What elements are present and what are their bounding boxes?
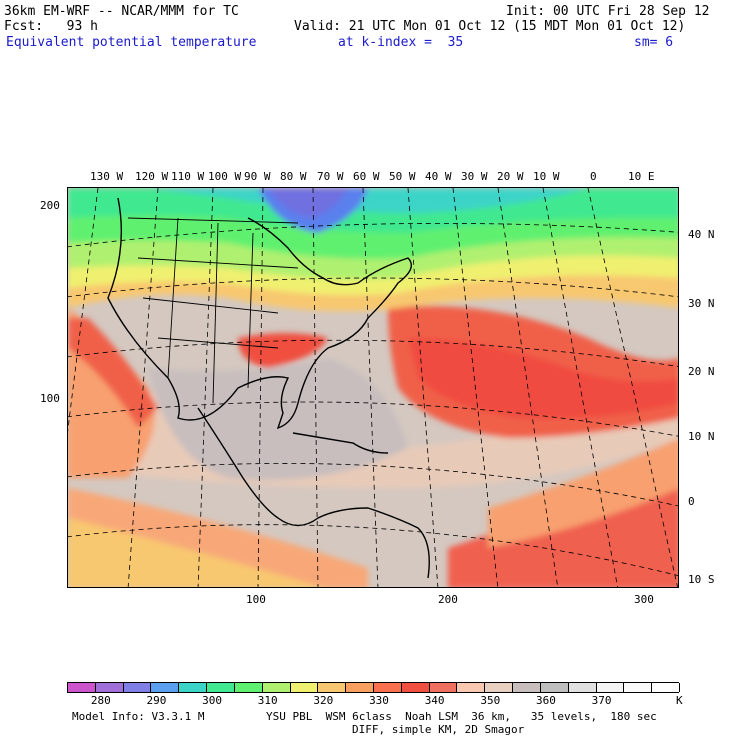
legend-swatch (207, 683, 235, 692)
legend-swatch (95, 683, 124, 692)
longitude-label: 90 W (244, 170, 271, 183)
legend-swatch (318, 683, 347, 692)
latitude-label: 0 (688, 495, 695, 508)
valid-time: Valid: 21 UTC Mon 01 Oct 12 (15 MDT Mon … (294, 19, 686, 34)
legend-label: 320 (313, 694, 334, 707)
longitude-label: 50 W (389, 170, 416, 183)
legend-label: 360 (535, 694, 556, 707)
legend-swatch (123, 683, 152, 692)
longitude-label: 60 W (353, 170, 380, 183)
longitude-label: 80 W (280, 170, 307, 183)
latitude-label: 20 N (688, 365, 715, 378)
smoothing-info: sm= 6 (634, 35, 674, 50)
legend-swatch (262, 683, 291, 692)
level-info: at k-index = 35 (338, 35, 464, 50)
legend-swatch (624, 683, 653, 692)
legend-swatch (374, 683, 402, 692)
longitude-label: 30 W (461, 170, 488, 183)
forecast-hour: Fcst: 93 h (4, 19, 98, 34)
legend-swatch (540, 683, 569, 692)
diffusion-info: DIFF, simple KM, 2D Smagor (352, 723, 525, 736)
legend-label: 370 (591, 694, 612, 707)
legend-swatch (596, 683, 625, 692)
longitude-label: 130 W (90, 170, 124, 183)
physics-info: YSU PBL WSM 6class Noah LSM 36 km, 35 le… (266, 710, 657, 723)
latitude-label: 30 N (688, 297, 715, 310)
grid-label-left-200: 200 (40, 199, 60, 212)
coastlines (107, 197, 430, 579)
longitude-label: 20 W (497, 170, 524, 183)
legend-label: 340 (424, 694, 445, 707)
longitude-label: 70 W (317, 170, 344, 183)
grid-label-bottom-100: 100 (246, 593, 266, 606)
legend-swatch (68, 683, 96, 692)
model-title: 36km EM-WRF -- NCAR/MMM for TC (4, 4, 239, 19)
legend-swatch (513, 683, 541, 692)
legend-swatch (290, 683, 319, 692)
longitude-label: 0 (590, 170, 597, 183)
legend-swatch (429, 683, 458, 692)
grid-label-bottom-200: 200 (438, 593, 458, 606)
longitude-label: 110 W (171, 170, 205, 183)
graticule (68, 188, 678, 587)
legend-label: 330 (369, 694, 389, 707)
legend-label: 280 (90, 694, 111, 707)
legend-swatch (346, 683, 374, 692)
legend-label: 290 (146, 694, 167, 707)
longitude-label: 40 W (425, 170, 452, 183)
legend-swatch (401, 683, 430, 692)
map-panel (67, 187, 679, 588)
legend-swatch (568, 683, 597, 692)
model-info: Model Info: V3.3.1 M (72, 710, 205, 723)
latitude-label: 10 S (688, 573, 715, 586)
legend-unit: K (676, 694, 683, 707)
legend-swatch (234, 683, 263, 692)
legend-swatch (485, 683, 514, 692)
legend-swatch (457, 683, 486, 692)
legend-swatch (652, 683, 680, 692)
field-name: Equivalent potential temperature (6, 35, 257, 50)
longitude-label: 100 W (208, 170, 242, 183)
legend-label: 310 (257, 694, 278, 707)
field-shading (68, 188, 678, 587)
init-time: Init: 00 UTC Fri 28 Sep 12 (506, 4, 710, 19)
longitude-label: 10 W (533, 170, 560, 183)
latitude-label: 10 N (688, 430, 715, 443)
legend-swatch (179, 683, 208, 692)
political-borders (127, 217, 299, 404)
latitude-label: 40 N (688, 228, 715, 241)
legend-colorbar (67, 682, 680, 693)
legend-swatch (151, 683, 180, 692)
grid-label-bottom-300: 300 (634, 593, 654, 606)
longitude-label: 120 W (135, 170, 169, 183)
legend-label: 350 (480, 694, 501, 707)
theta-e-map (68, 188, 678, 587)
grid-label-left-100: 100 (40, 392, 60, 405)
longitude-label: 10 E (628, 170, 655, 183)
legend-label: 300 (202, 694, 223, 707)
